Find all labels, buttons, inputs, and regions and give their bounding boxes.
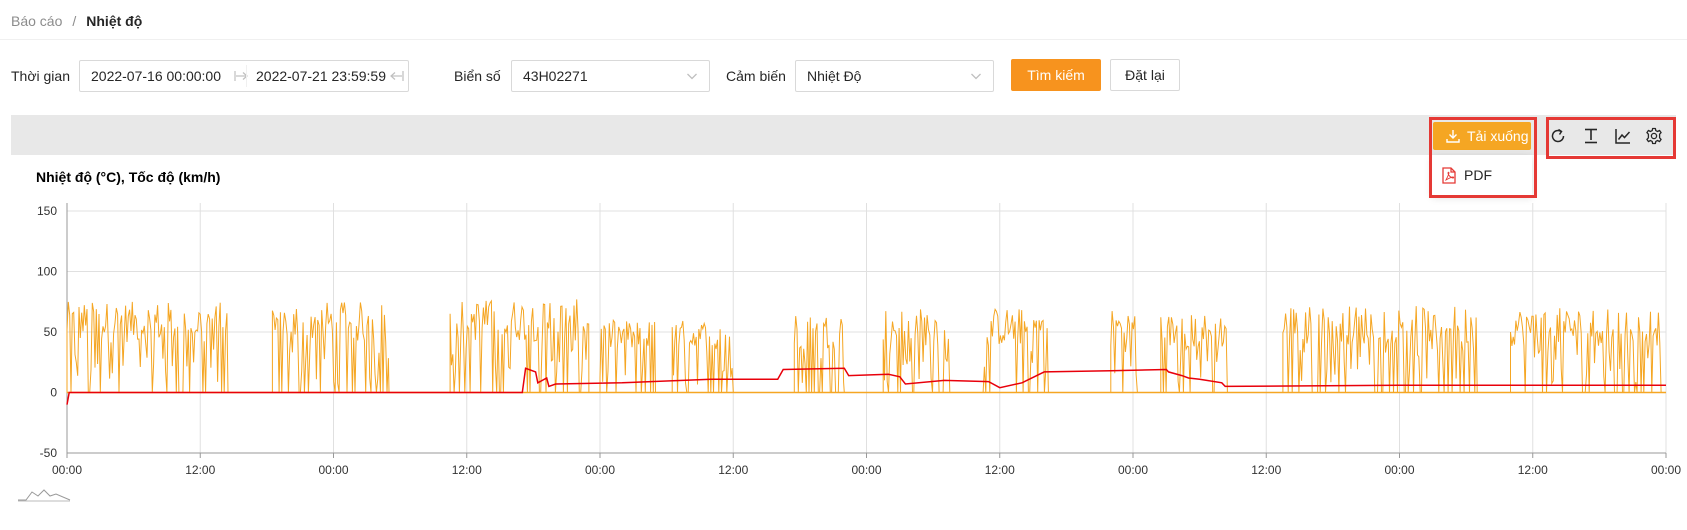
download-option-pdf[interactable]: PDF (1464, 167, 1492, 183)
plate-select[interactable]: 43H02271 (511, 60, 710, 92)
sensor-select[interactable]: Nhiệt Độ (795, 60, 994, 92)
x-tick-label: 00:00 (1651, 463, 1681, 477)
search-button[interactable]: Tìm kiếm (1011, 59, 1101, 91)
x-tick-label: 12:00 (985, 463, 1015, 477)
breadcrumb: Báo cáo / Nhiệt độ (11, 11, 142, 31)
time-label: Thời gian (11, 68, 70, 84)
text-cursor-icon[interactable] (1582, 127, 1600, 145)
chart-title: Nhiệt độ (°C), Tốc độ (km/h) (36, 169, 220, 185)
x-tick-label: 00:00 (851, 463, 881, 477)
reset-button[interactable]: Đặt lại (1110, 59, 1180, 91)
y-tick-label: 150 (37, 204, 57, 218)
gear-icon[interactable] (1645, 127, 1663, 145)
x-tick-label: 12:00 (1251, 463, 1281, 477)
date-start-input[interactable]: 2022-07-16 00:00:00 (91, 68, 221, 84)
sensor-select-value: Nhiệt Độ (807, 68, 862, 84)
download-menu: PDF (1432, 155, 1532, 195)
arrow-to-left-icon (390, 71, 404, 81)
x-tick-label: 12:00 (1518, 463, 1548, 477)
download-icon (1446, 130, 1460, 143)
temperature-speed-chart: Nhiệt độ (°C), Tốc độ (km/h) 150 100 50 0 -5… (18, 169, 1681, 502)
x-tick-label: 00:00 (318, 463, 348, 477)
y-tick-label: -50 (40, 446, 58, 460)
plate-select-value: 43H02271 (523, 68, 588, 84)
y-tick-label: 100 (37, 265, 57, 279)
speed-series-line (66, 299, 1666, 393)
line-chart-icon[interactable] (1614, 127, 1632, 145)
x-tick-label: 00:00 (1384, 463, 1414, 477)
sensor-label: Cảm biến (726, 68, 786, 84)
date-end-input[interactable]: 2022-07-21 23:59:59 (256, 68, 386, 84)
arrow-to-right-icon (234, 71, 248, 81)
x-tick-label: 00:00 (52, 463, 82, 477)
pdf-file-icon (1442, 167, 1456, 184)
x-tick-label: 12:00 (452, 463, 482, 477)
date-range-picker: 2022-07-16 00:00:00 2022-07-21 23:59:59 (79, 60, 409, 92)
x-tick-label: 00:00 (585, 463, 615, 477)
header-divider (0, 39, 1687, 40)
download-label: Tải xuống (1467, 128, 1529, 144)
download-button[interactable]: Tải xuống (1433, 122, 1531, 150)
x-tick-label: 12:00 (718, 463, 748, 477)
temperature-series-line (66, 367, 1666, 405)
x-tick-label: 12:00 (185, 463, 215, 477)
filter-bar: Thời gian 2022-07-16 00:00:00 2022-07-21… (11, 60, 1211, 92)
chart-toolbar (11, 115, 1676, 155)
breadcrumb-root[interactable]: Báo cáo (11, 13, 63, 29)
x-tick-label: 00:00 (1118, 463, 1148, 477)
refresh-icon[interactable] (1549, 127, 1567, 145)
breadcrumb-current: Nhiệt độ (86, 13, 143, 29)
zoom-slider-icon[interactable] (18, 489, 71, 502)
range-divider (246, 65, 247, 87)
breadcrumb-separator: / (72, 13, 77, 29)
chevron-down-icon (971, 73, 981, 80)
plate-label: Biển số (454, 68, 501, 84)
y-tick-label: 50 (44, 325, 58, 339)
chevron-down-icon (687, 73, 697, 80)
y-tick-label: 0 (50, 386, 57, 400)
